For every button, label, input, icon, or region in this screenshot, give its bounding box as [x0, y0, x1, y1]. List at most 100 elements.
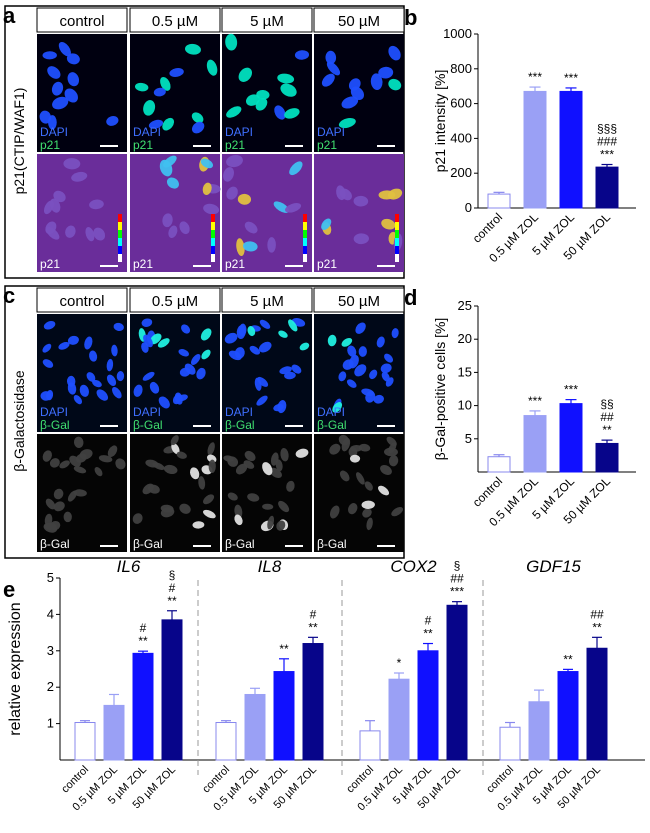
significance-label: **: [563, 652, 573, 666]
nucleus: [267, 515, 275, 530]
nucleus: [191, 354, 201, 365]
nucleus: [347, 345, 357, 357]
bar: [557, 671, 579, 761]
channel-label-marker: β-Gal: [133, 418, 163, 432]
intensity-scale: [395, 230, 399, 238]
nucleus: [141, 318, 153, 327]
nucleus: [63, 511, 72, 523]
nucleus: [43, 321, 56, 330]
bar: [161, 619, 183, 761]
nucleus: [65, 225, 76, 238]
nucleus: [94, 466, 103, 477]
nucleus: [321, 218, 332, 230]
nucleus: [207, 442, 215, 456]
nucleus: [369, 369, 378, 380]
row-label: β-Galactosidase: [11, 370, 27, 472]
nucleus: [200, 328, 212, 341]
intensity-scale: [211, 254, 215, 262]
y-tick-label: 5: [47, 570, 54, 585]
bar: [586, 647, 608, 761]
nucleus: [349, 454, 361, 463]
bar: [273, 671, 295, 761]
nucleus: [247, 326, 256, 337]
bar: [487, 456, 511, 473]
col-header-box: [313, 7, 405, 33]
nucleus: [89, 350, 98, 362]
y-tick-label: 15: [458, 364, 472, 379]
nucleus: [52, 96, 69, 110]
significance-label: ##: [600, 410, 614, 424]
row-label: p21(CTIP/WAF1): [11, 88, 27, 195]
nucleus: [378, 190, 396, 200]
col-header-box: [36, 7, 128, 33]
nucleus: [238, 67, 252, 82]
intensity-scale: [303, 222, 307, 230]
nucleus: [200, 158, 214, 169]
nucleus: [358, 346, 367, 357]
nucleus: [163, 464, 178, 475]
col-header-box: [36, 287, 128, 313]
nucleus: [288, 319, 298, 332]
significance-label: ***: [600, 148, 614, 162]
nucleus: [73, 489, 87, 497]
col-header-label: 0.5 µM: [152, 293, 198, 310]
nucleus: [267, 237, 276, 253]
significance-label: ***: [528, 70, 542, 84]
nucleus: [145, 459, 159, 468]
nucleus: [160, 76, 171, 91]
intensity-scale: [211, 246, 215, 254]
nucleus: [89, 199, 104, 210]
nucleus: [58, 341, 70, 350]
nucleus: [43, 522, 58, 533]
nucleus: [132, 513, 143, 524]
bar: [523, 415, 547, 473]
col-header-label: 5 µM: [250, 13, 284, 30]
y-tick-label: 3: [47, 643, 54, 658]
nucleus: [113, 322, 124, 332]
y-tick-label: 2: [47, 679, 54, 694]
nucleus: [295, 448, 309, 458]
significance-label: **: [308, 620, 318, 634]
nucleus: [254, 377, 262, 391]
micrograph-single: β-Gal: [37, 434, 127, 552]
intensity-scale: [211, 214, 215, 222]
nucleus: [327, 334, 337, 347]
nucleus: [380, 363, 392, 374]
panel-letter-d: d: [404, 285, 417, 310]
significance-label: §§: [600, 397, 613, 411]
nucleus: [280, 83, 297, 97]
nucleus: [67, 72, 80, 87]
nucleus: [134, 82, 149, 92]
nucleus: [291, 364, 302, 374]
nucleus: [338, 371, 347, 382]
nucleus: [111, 344, 118, 357]
channel-label-single: β-Gal: [133, 537, 163, 551]
nucleus: [353, 195, 369, 207]
y-axis-label: relative expression: [7, 602, 24, 735]
channel-label-marker: p21: [133, 138, 153, 152]
col-header-box: [221, 7, 313, 33]
intensity-scale: [211, 238, 215, 246]
nucleus: [169, 68, 184, 77]
nucleus: [185, 43, 201, 55]
nucleus: [106, 116, 119, 126]
image-bg: [314, 154, 404, 272]
nucleus: [341, 96, 359, 109]
nucleus: [259, 319, 271, 329]
bar: [487, 193, 511, 209]
nucleus: [106, 358, 114, 372]
micrograph-single: p21: [222, 154, 312, 272]
y-tick-label: 4: [47, 606, 54, 621]
bar: [132, 652, 154, 761]
nucleus: [276, 520, 286, 531]
nucleus: [236, 238, 245, 257]
y-tick-label: 1: [47, 716, 54, 731]
nucleus: [373, 394, 384, 404]
nucleus: [225, 33, 238, 51]
nucleus: [73, 436, 84, 448]
nucleus: [329, 505, 340, 519]
nucleus: [223, 167, 234, 182]
nucleus: [257, 376, 269, 387]
